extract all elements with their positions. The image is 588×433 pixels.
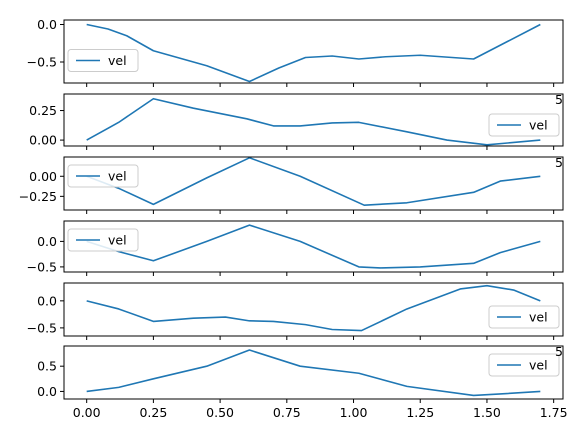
series-line-vel: [86, 349, 541, 397]
series-line-vel: [86, 157, 541, 206]
x-tick-label: 0.00: [73, 405, 101, 420]
y-tick-label: −0.5: [27, 259, 57, 274]
legend-label: vel: [529, 310, 548, 325]
axes-frame: [63, 220, 564, 273]
y-tick-label: 0.0: [37, 234, 57, 249]
legend-box: [67, 49, 139, 72]
subplot-5: 0.0 −0.5 vel: [27, 282, 564, 340]
y-tick-label: −0.5: [27, 55, 57, 70]
axes-frame: [63, 19, 564, 84]
series-line-vel: [86, 284, 541, 332]
axes-frame: [63, 156, 564, 211]
x-tick-label: 1.50: [473, 405, 501, 420]
legend: vel: [488, 353, 560, 377]
y-tick-label: −0.25: [19, 189, 57, 204]
y-tick-label: −0.5: [27, 320, 57, 335]
y-tick-label: 0.00: [29, 169, 57, 184]
y-tick-label: 0.25: [29, 103, 57, 118]
legend: vel: [67, 164, 139, 188]
y-tick-label: 0.5: [37, 359, 57, 374]
x-tick-label: 0.25: [139, 405, 167, 420]
clipped-tick-fragment: 5: [555, 344, 563, 359]
axes-frame: [63, 345, 564, 400]
legend: vel: [488, 305, 560, 329]
y-tick-label: 0.0: [37, 17, 57, 32]
legend: vel: [488, 113, 560, 137]
x-tick-label: 1.25: [406, 405, 434, 420]
legend-label: vel: [529, 358, 548, 373]
subplot-1: 0.0 −0.5 vel: [27, 17, 564, 87]
subplot-3: 0.00 −0.25 vel: [19, 156, 564, 214]
legend-label: vel: [108, 233, 127, 248]
legend-box: [488, 113, 560, 137]
x-tick-label: 1.75: [540, 405, 568, 420]
legend-box: [488, 353, 560, 377]
axes-frame: [63, 282, 564, 337]
clipped-tick-fragment: 5: [555, 92, 563, 107]
legend-box: [67, 228, 139, 252]
legend: vel: [67, 49, 139, 72]
series-line-vel: [86, 224, 541, 269]
x-tick-label: 0.75: [273, 405, 301, 420]
legend: vel: [67, 228, 139, 252]
legend-label: vel: [108, 169, 127, 184]
y-tick-label: 0.0: [37, 384, 57, 399]
y-tick-label: 0.00: [29, 133, 57, 148]
legend-box: [67, 164, 139, 188]
series-line-vel: [86, 97, 541, 146]
subplot-2: 0.25 0.00 vel: [29, 93, 564, 150]
y-tick-label: 0.0: [37, 293, 57, 308]
x-tick-label: 1.00: [340, 405, 368, 420]
legend-box: [488, 305, 560, 329]
axes-frame: [63, 93, 564, 147]
clipped-tick-fragment: 5: [555, 155, 563, 170]
subplot-4: 0.0 −0.5 vel: [27, 220, 564, 276]
series-line-vel: [86, 23, 541, 83]
legend-label: vel: [529, 118, 548, 133]
x-tick-label: 0.50: [206, 405, 234, 420]
subplot-6: 0.5 0.0 0.00 0.25 0.50 0.75 1.00 1.25 1.50 1.75 ve…: [37, 345, 568, 420]
legend-label: vel: [108, 53, 127, 68]
